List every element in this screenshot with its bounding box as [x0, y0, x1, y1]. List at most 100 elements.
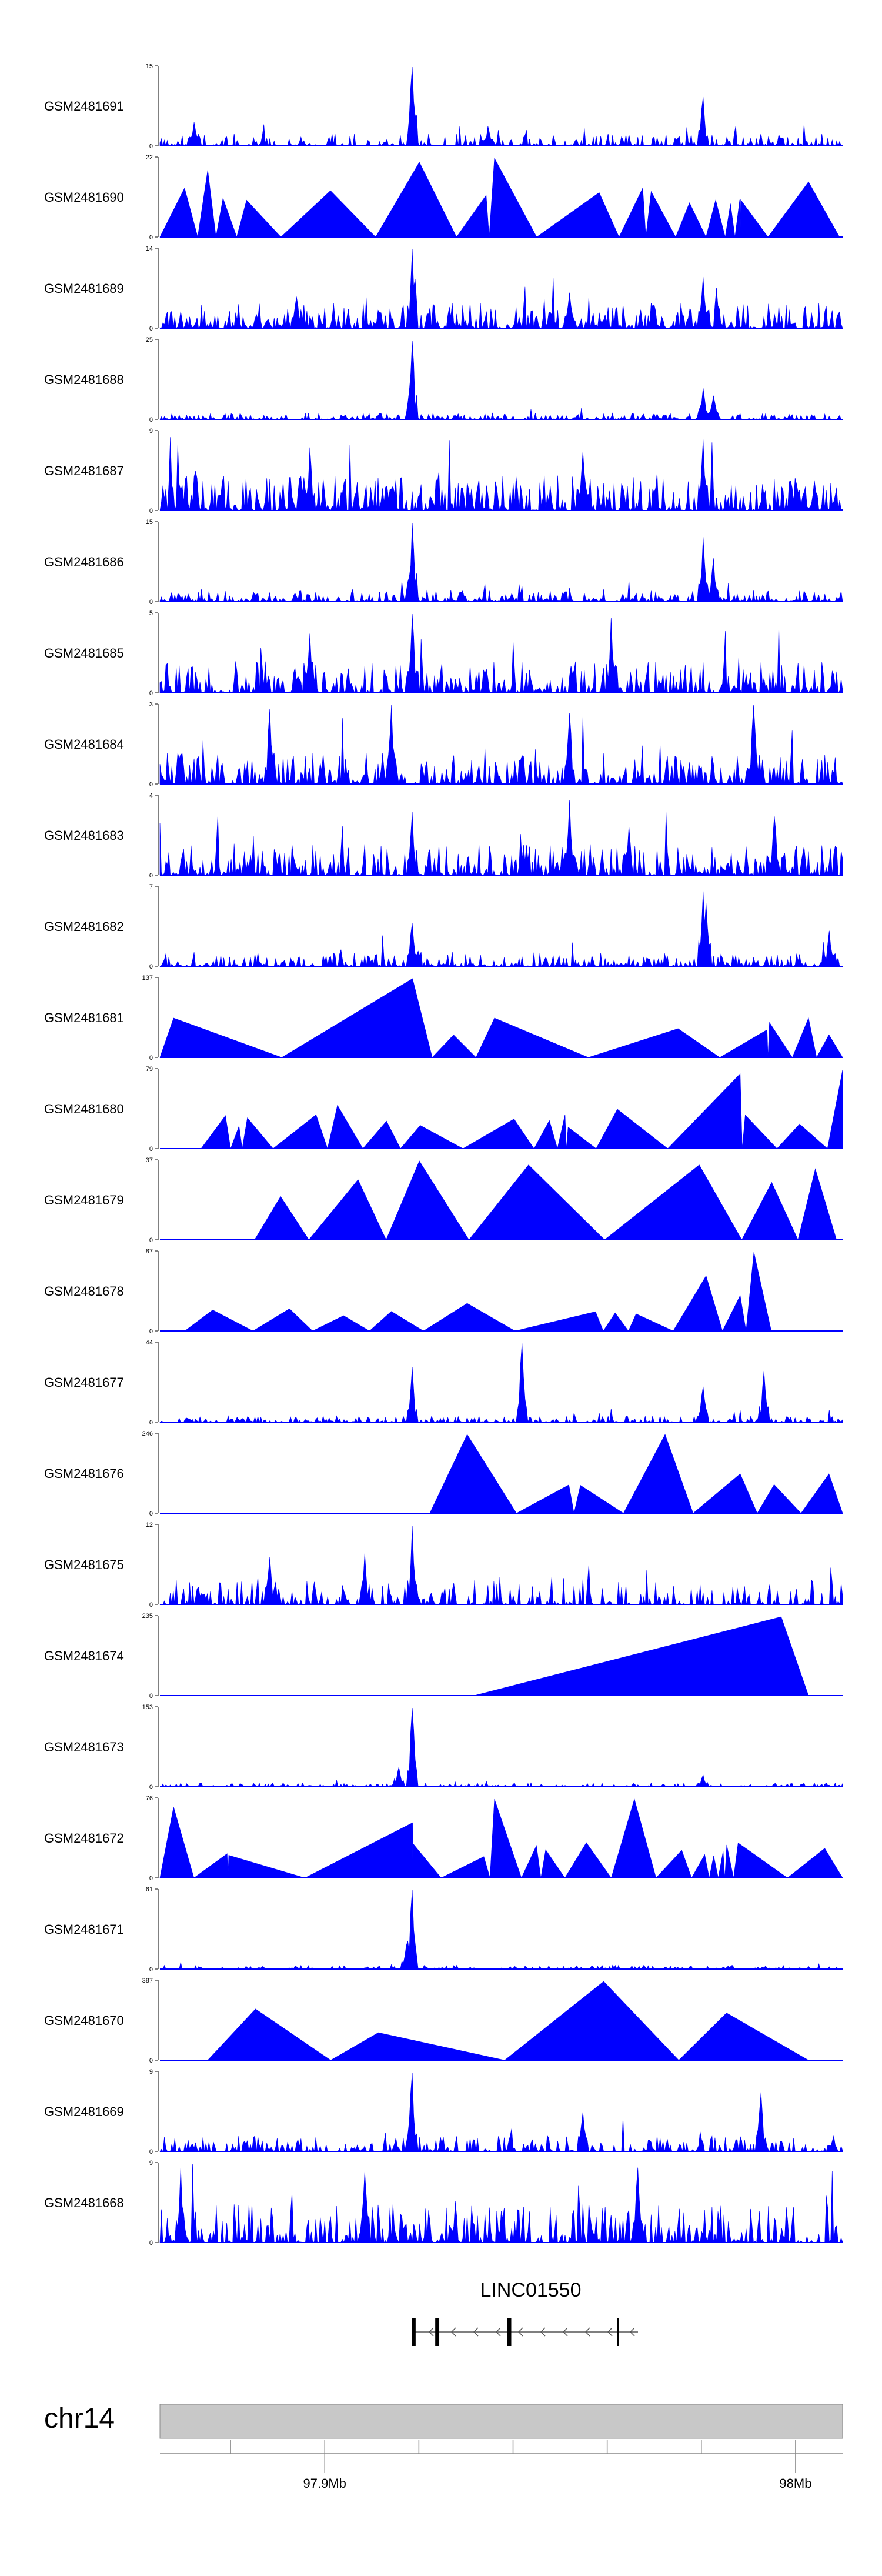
track-gsm2481674: GSM2481674 235 0: [44, 1613, 843, 1700]
track-gsm2481671: GSM2481671 61 0: [44, 1886, 843, 1973]
y-axis-zero-label: 0: [149, 872, 153, 879]
y-axis-max-label: 25: [146, 336, 153, 343]
track-gsm2481687: GSM2481687 9 0: [44, 428, 843, 515]
y-axis-zero-label: 0: [149, 690, 153, 697]
coverage-area: [159, 522, 843, 603]
gene-exon: [507, 2318, 512, 2346]
y-axis-zero-label: 0: [149, 599, 153, 606]
coverage-area: [160, 1616, 843, 1696]
track-label: GSM2481685: [44, 646, 124, 660]
coverage-area: [159, 1343, 843, 1423]
track-gsm2481689: GSM2481689 14 0: [44, 245, 843, 332]
y-axis-zero-label: 0: [149, 1784, 153, 1791]
track-label: GSM2481688: [44, 372, 124, 387]
strand-arrow: [473, 2327, 479, 2337]
coverage-area: [159, 66, 843, 147]
gene-label: LINC01550: [480, 2279, 581, 2301]
track-label: GSM2481679: [44, 1193, 124, 1207]
track-label: GSM2481670: [44, 2013, 124, 2028]
y-axis-max-label: 15: [146, 63, 153, 70]
y-axis-max-label: 4: [149, 792, 153, 799]
y-axis-zero-label: 0: [149, 1055, 153, 1062]
coverage-area: [160, 1981, 843, 2061]
y-axis-max-label: 246: [142, 1430, 153, 1437]
track-gsm2481682: GSM2481682 7 0: [44, 883, 843, 970]
strand-arrow: [629, 2327, 635, 2337]
y-axis-max-label: 9: [149, 428, 153, 435]
track-label: GSM2481690: [44, 190, 124, 205]
axis-major-tick-label: 98Mb: [779, 2476, 811, 2491]
coverage-area: [160, 1707, 843, 1787]
track-gsm2481675: GSM2481675 12 0: [44, 1521, 843, 1609]
y-axis-max-label: 9: [149, 2160, 153, 2167]
y-axis-zero-label: 0: [149, 1237, 153, 1244]
track-gsm2481681: GSM2481681 137 0: [44, 975, 843, 1062]
coverage-area: [159, 613, 843, 694]
gene-exon: [435, 2318, 440, 2346]
coverage-area: [159, 891, 843, 967]
coverage-area: [159, 1890, 843, 1970]
track-label: GSM2481672: [44, 1831, 124, 1846]
strand-arrow: [607, 2327, 613, 2337]
track-label: GSM2481673: [44, 1740, 124, 1754]
y-axis-zero-label: 0: [149, 234, 153, 241]
y-axis-zero-label: 0: [149, 1693, 153, 1700]
y-axis-max-label: 76: [146, 1795, 153, 1802]
track-gsm2481670: GSM2481670 387 0: [44, 1977, 843, 2064]
y-axis-max-label: 137: [142, 975, 153, 982]
coverage-area: [160, 1434, 843, 1514]
track-gsm2481673: GSM2481673 153 0: [44, 1704, 843, 1791]
coverage-area: [159, 705, 843, 785]
y-axis-zero-label: 0: [149, 2057, 153, 2064]
axis-major-tick-label: 97.9Mb: [303, 2476, 346, 2491]
y-axis-max-label: 387: [142, 1977, 153, 1984]
y-axis-zero-label: 0: [149, 416, 153, 423]
y-axis-max-label: 87: [146, 1248, 153, 1255]
track-label: GSM2481680: [44, 1102, 124, 1116]
strand-arrow: [428, 2327, 434, 2337]
coverage-area: [160, 1160, 843, 1240]
y-axis-max-label: 9: [149, 2068, 153, 2076]
coverage-area: [159, 249, 843, 329]
track-label: GSM2481677: [44, 1375, 124, 1390]
coverage-area: [159, 1525, 843, 1606]
track-label: GSM2481669: [44, 2104, 124, 2119]
strand-arrow: [540, 2327, 546, 2337]
strand-arrow: [562, 2327, 568, 2337]
chromosome-band: [159, 2404, 843, 2439]
coverage-area: [160, 1252, 843, 1332]
y-axis-zero-label: 0: [149, 1510, 153, 1517]
y-axis-max-label: 61: [146, 1886, 153, 1893]
track-label: GSM2481686: [44, 555, 124, 569]
y-axis-zero-label: 0: [149, 1966, 153, 1973]
track-label: GSM2481684: [44, 737, 124, 752]
y-axis-max-label: 5: [149, 610, 153, 617]
track-label: GSM2481687: [44, 463, 124, 478]
y-axis-zero-label: 0: [149, 963, 153, 970]
track-label: GSM2481683: [44, 828, 124, 843]
y-axis-zero-label: 0: [149, 2240, 153, 2247]
gene-track: LINC01550: [412, 2279, 638, 2346]
y-axis-zero-label: 0: [149, 1601, 153, 1609]
track-gsm2481690: GSM2481690 22 0: [44, 154, 843, 241]
track-label: GSM2481671: [44, 1922, 124, 1937]
track-gsm2481677: GSM2481677 44 0: [44, 1339, 843, 1426]
track-gsm2481688: GSM2481688 25 0: [44, 336, 843, 423]
gene-exon: [412, 2318, 416, 2346]
y-axis-zero-label: 0: [149, 1328, 153, 1335]
y-axis-zero-label: 0: [149, 508, 153, 515]
track-label: GSM2481689: [44, 281, 124, 296]
y-axis-zero-label: 0: [149, 325, 153, 332]
coverage-area: [159, 800, 843, 876]
coverage-area: [159, 1798, 843, 1878]
track-gsm2481672: GSM2481672 76 0: [44, 1795, 843, 1882]
y-axis-zero-label: 0: [149, 143, 153, 150]
track-label: GSM2481668: [44, 2195, 124, 2210]
y-axis-max-label: 22: [146, 154, 153, 161]
coverage-area: [159, 978, 843, 1058]
y-axis-max-label: 15: [146, 519, 153, 526]
track-gsm2481678: GSM2481678 87 0: [44, 1248, 843, 1335]
y-axis-max-label: 235: [142, 1613, 153, 1620]
track-gsm2481676: GSM2481676 246 0: [44, 1430, 843, 1517]
track-gsm2481668: GSM2481668 9 0: [44, 2160, 843, 2247]
